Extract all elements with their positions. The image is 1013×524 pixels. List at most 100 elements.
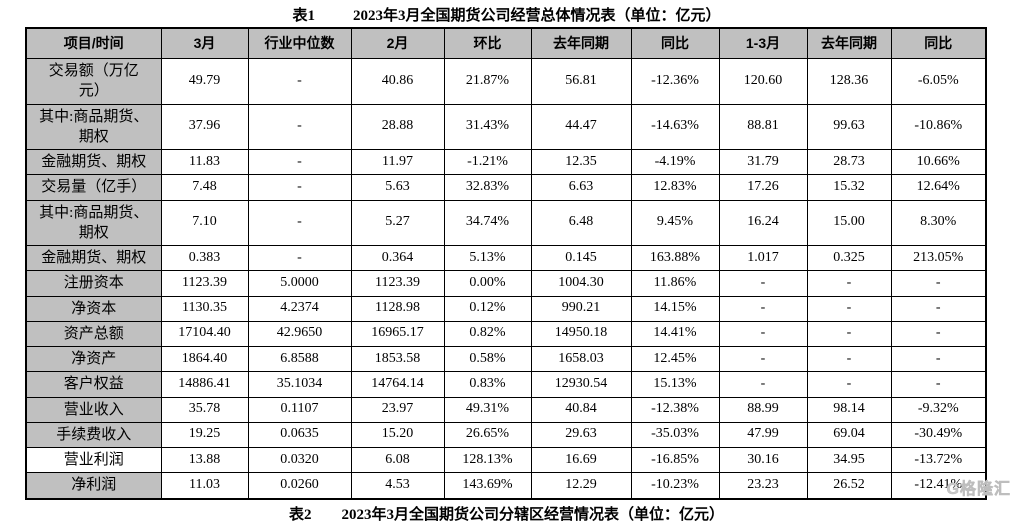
- data-cell: 1004.30: [530, 270, 632, 297]
- data-cell: 99.63: [806, 103, 892, 150]
- data-cell: 14.15%: [630, 295, 720, 322]
- header-row: 项目/时间 3月 行业中位数 2月 环比 去年同期 同比 1-3月 去年同期 同比: [25, 27, 987, 59]
- data-cell: 40.86: [350, 58, 445, 105]
- data-cell: 56.81: [530, 58, 632, 105]
- data-cell: 14886.41: [160, 371, 249, 398]
- data-cell: -: [718, 295, 808, 322]
- data-cell: 35.1034: [247, 371, 352, 398]
- data-cell: 14764.14: [350, 371, 445, 398]
- table-row: 营业收入 35.78 0.1107 23.97 49.31% 40.84 -12.38% 88…: [25, 396, 987, 423]
- data-cell: -12.41%: [890, 472, 987, 499]
- data-cell: 128.13%: [443, 446, 532, 474]
- data-cell: 5.63: [350, 174, 445, 201]
- data-cell: 19.25: [160, 421, 249, 449]
- table-row: 手续费收入 19.25 0.0635 15.20 26.65% 29.63 -35.03% 4…: [25, 421, 987, 449]
- data-cell: 42.9650: [247, 320, 352, 348]
- data-cell: 29.63: [530, 421, 632, 449]
- row-label: 金融期货、期权: [25, 244, 162, 272]
- data-cell: 69.04: [806, 421, 892, 449]
- data-cell: -14.63%: [630, 103, 720, 150]
- data-cell: 23.23: [718, 472, 808, 499]
- data-cell: 0.383: [160, 244, 249, 272]
- data-cell: 4.53: [350, 472, 445, 499]
- row-label: 净资产: [25, 345, 162, 373]
- table-row: 净资产 1864.40 6.8588 1853.58 0.58% 1658.03 12.45…: [25, 345, 987, 373]
- data-cell: -: [247, 199, 352, 246]
- row-label: 手续费收入: [25, 421, 162, 449]
- data-cell: 37.96: [160, 103, 249, 150]
- data-cell: 5.0000: [247, 270, 352, 297]
- data-cell: 9.45%: [630, 199, 720, 246]
- data-cell: 1130.35: [160, 295, 249, 322]
- data-cell: 4.2374: [247, 295, 352, 322]
- column-header: 去年同期: [806, 27, 892, 59]
- data-cell: 32.83%: [443, 174, 532, 201]
- data-cell: 0.364: [350, 244, 445, 272]
- data-cell: 12.45%: [630, 345, 720, 373]
- table-row: 客户权益 14886.41 35.1034 14764.14 0.83% 12930.54…: [25, 371, 987, 398]
- data-cell: -35.03%: [630, 421, 720, 449]
- data-cell: 0.145: [530, 244, 632, 272]
- data-cell: 16.24: [718, 199, 808, 246]
- data-cell: -10.23%: [630, 472, 720, 499]
- table-title: 表1 2023年3月全国期货公司经营总体情况表（单位：亿元）: [0, 0, 1013, 27]
- column-header: 同比: [890, 27, 987, 59]
- data-cell: 13.88: [160, 446, 249, 474]
- table-body: 交易额（万亿 元） 49.79-40.86 21.87% 56.81 -12.36% 12…: [25, 58, 987, 499]
- data-cell: -16.85%: [630, 446, 720, 474]
- data-cell: 16965.17: [350, 320, 445, 348]
- column-header: 行业中位数: [247, 27, 352, 59]
- column-header: 1-3月: [718, 27, 808, 59]
- data-cell: 6.63: [530, 174, 632, 201]
- data-cell: -1.21%: [443, 148, 532, 176]
- data-cell: 6.8588: [247, 345, 352, 373]
- data-cell: 11.83: [160, 148, 249, 176]
- data-cell: -4.19%: [630, 148, 720, 176]
- data-cell: 10.66%: [890, 148, 987, 176]
- column-header: 环比: [443, 27, 532, 59]
- data-cell: 0.0260: [247, 472, 352, 499]
- table-row: 其中:商品期货、 期权 37.96-28.88 31.43% 44.47 -14.63%…: [25, 103, 987, 150]
- data-cell: 128.36: [806, 58, 892, 105]
- row-label: 净利润: [25, 472, 162, 499]
- data-cell: 1.017: [718, 244, 808, 272]
- data-cell: 30.16: [718, 446, 808, 474]
- column-header: 同比: [630, 27, 720, 59]
- data-cell: 98.14: [806, 396, 892, 423]
- data-cell: 6.48: [530, 199, 632, 246]
- data-cell: -10.86%: [890, 103, 987, 150]
- data-cell: 15.20: [350, 421, 445, 449]
- row-label: 金融期货、期权: [25, 148, 162, 176]
- data-cell: -12.36%: [630, 58, 720, 105]
- data-cell: 8.30%: [890, 199, 987, 246]
- data-cell: 31.43%: [443, 103, 532, 150]
- data-cell: -: [718, 320, 808, 348]
- data-cell: -: [247, 103, 352, 150]
- data-cell: -6.05%: [890, 58, 987, 105]
- data-cell: -12.38%: [630, 396, 720, 423]
- data-cell: -: [806, 320, 892, 348]
- data-cell: 213.05%: [890, 244, 987, 272]
- data-cell: -9.32%: [890, 396, 987, 423]
- data-cell: -: [890, 295, 987, 322]
- row-label: 其中:商品期货、 期权: [25, 199, 162, 246]
- data-cell: -: [890, 371, 987, 398]
- data-cell: 0.83%: [443, 371, 532, 398]
- data-cell: 990.21: [530, 295, 632, 322]
- data-cell: -: [890, 320, 987, 348]
- data-cell: -: [718, 371, 808, 398]
- row-label: 营业收入: [25, 396, 162, 423]
- data-cell: -: [806, 371, 892, 398]
- table-row: 金融期货、期权 11.83-11.97 -1.21% 12.35 -4.19% 31.79…: [25, 148, 987, 176]
- data-cell: 21.87%: [443, 58, 532, 105]
- data-cell: -: [718, 345, 808, 373]
- data-cell: 88.81: [718, 103, 808, 150]
- table-row: 注册资本 1123.39 5.0000 1123.39 0.00% 1004.30 11.8…: [25, 270, 987, 297]
- data-cell: -: [806, 295, 892, 322]
- data-cell: 12.35: [530, 148, 632, 176]
- data-cell: 14.41%: [630, 320, 720, 348]
- data-cell: 34.95: [806, 446, 892, 474]
- table-caption-number: 表1: [292, 8, 315, 24]
- data-cell: 0.0320: [247, 446, 352, 474]
- data-cell: -: [718, 270, 808, 297]
